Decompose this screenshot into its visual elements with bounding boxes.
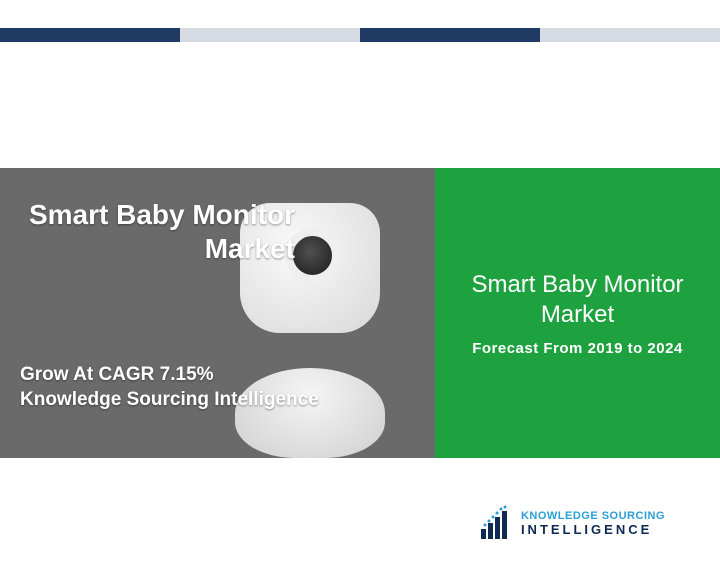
left-sub-line1: Grow At CAGR 7.15%: [20, 364, 214, 385]
left-title-line1: Smart Baby Monitor: [29, 199, 295, 230]
left-title-line2: Market: [205, 233, 295, 264]
left-image-panel: Smart Baby Monitor Market Grow At CAGR 7…: [0, 168, 435, 458]
right-title-line1: Smart Baby Monitor: [471, 271, 683, 298]
right-title: Smart Baby Monitor Market: [471, 270, 683, 330]
bar-segment: [540, 28, 720, 42]
main-content: Smart Baby Monitor Market Grow At CAGR 7…: [0, 168, 720, 458]
left-subtitle-block: Grow At CAGR 7.15% Knowledge Sourcing In…: [20, 362, 319, 413]
logo-text: KNOWLEDGE SOURCING INTELLIGENCE: [521, 511, 665, 536]
right-title-line2: Market: [541, 301, 614, 328]
right-title-panel: Smart Baby Monitor Market Forecast From …: [435, 168, 720, 458]
left-sub-line2: Knowledge Sourcing Intelligence: [20, 389, 319, 410]
top-accent-bar: [0, 28, 720, 42]
bar-segment: [360, 28, 540, 42]
bar-segment: [0, 28, 180, 42]
bar-segment: [180, 28, 360, 42]
left-title-block: Smart Baby Monitor Market: [20, 198, 295, 265]
logo-line2: INTELLIGENCE: [521, 523, 665, 537]
right-subtitle: Forecast From 2019 to 2024: [472, 340, 683, 357]
logo-icon: [475, 505, 513, 543]
company-logo: KNOWLEDGE SOURCING INTELLIGENCE: [475, 505, 665, 543]
